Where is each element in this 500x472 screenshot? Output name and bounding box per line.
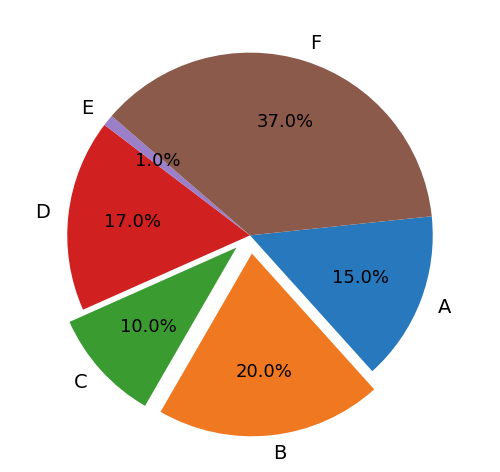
Text: 15.0%: 15.0% [332,269,390,287]
Text: E: E [82,100,94,118]
Text: 10.0%: 10.0% [120,318,176,336]
Wedge shape [250,216,432,371]
Text: 17.0%: 17.0% [104,213,160,231]
Text: 20.0%: 20.0% [236,362,293,380]
Wedge shape [68,125,250,310]
Wedge shape [112,53,432,236]
Text: 37.0%: 37.0% [257,113,314,131]
Wedge shape [70,248,236,406]
Text: F: F [310,34,322,53]
Text: B: B [273,444,286,463]
Text: C: C [74,372,87,392]
Text: 1.0%: 1.0% [135,152,180,169]
Text: A: A [438,298,451,317]
Wedge shape [160,253,374,436]
Wedge shape [104,116,250,236]
Text: D: D [36,203,51,222]
